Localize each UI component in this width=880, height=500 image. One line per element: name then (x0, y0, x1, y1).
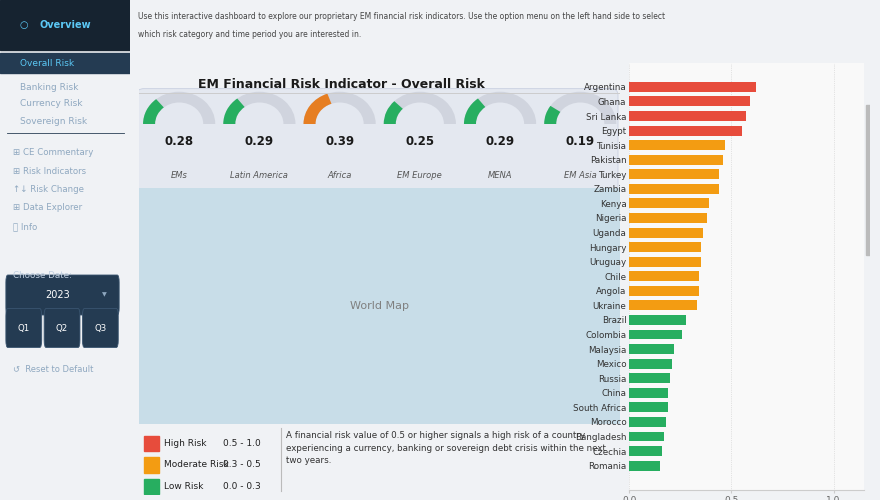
Text: ▼: ▼ (102, 292, 106, 298)
Text: Banking Risk: Banking Risk (19, 82, 78, 92)
Bar (629, 358, 672, 368)
Bar (629, 96, 750, 106)
Bar (629, 446, 662, 456)
Text: 0.29: 0.29 (245, 134, 274, 147)
FancyBboxPatch shape (83, 308, 118, 348)
Text: Low Risk: Low Risk (164, 482, 203, 491)
Text: 0.29: 0.29 (486, 134, 515, 147)
Bar (629, 155, 723, 164)
Bar (629, 300, 697, 310)
Text: EM Europe: EM Europe (398, 171, 443, 180)
Text: 0.28: 0.28 (165, 134, 194, 147)
Text: ⊞ Risk Indicators: ⊞ Risk Indicators (13, 166, 86, 175)
Bar (143, 478, 159, 494)
Bar (629, 140, 725, 150)
FancyBboxPatch shape (6, 275, 119, 315)
Text: Africa: Africa (327, 171, 352, 180)
Bar (629, 111, 745, 121)
Bar (629, 315, 686, 325)
Text: High Risk: High Risk (164, 439, 207, 448)
Text: Choose Date:: Choose Date: (13, 270, 72, 280)
Wedge shape (224, 92, 296, 124)
FancyBboxPatch shape (6, 308, 41, 348)
Text: which risk category and time period you are interested in.: which risk category and time period you … (137, 30, 361, 39)
Bar (629, 432, 664, 442)
Text: Latin America: Latin America (231, 171, 289, 180)
Bar (629, 213, 707, 223)
Bar (629, 242, 700, 252)
Wedge shape (143, 92, 216, 124)
Text: Q3: Q3 (94, 324, 106, 332)
Bar (629, 184, 719, 194)
Bar (629, 82, 756, 92)
Text: Overall Risk: Overall Risk (19, 58, 74, 68)
Bar (629, 126, 742, 136)
Wedge shape (544, 106, 561, 124)
Text: Moderate Risk: Moderate Risk (164, 460, 229, 469)
Bar (866, 106, 869, 255)
Text: 0.39: 0.39 (325, 134, 354, 147)
Text: 0.3 - 0.5: 0.3 - 0.5 (224, 460, 261, 469)
Text: MENA: MENA (488, 171, 512, 180)
Text: Currency Risk: Currency Risk (19, 100, 82, 108)
Bar (629, 460, 660, 470)
Text: ↺  Reset to Default: ↺ Reset to Default (13, 366, 93, 374)
FancyBboxPatch shape (136, 88, 618, 192)
Wedge shape (384, 92, 456, 124)
Wedge shape (304, 94, 332, 124)
Text: A financial risk value of 0.5 or higher signals a high risk of a country
experie: A financial risk value of 0.5 or higher … (286, 432, 605, 466)
FancyBboxPatch shape (44, 308, 80, 348)
Text: Overview: Overview (39, 20, 91, 30)
Bar (0, 54, 130, 72)
Text: ↑↓ Risk Change: ↑↓ Risk Change (13, 185, 84, 194)
Bar (629, 170, 719, 179)
Wedge shape (464, 92, 536, 124)
Text: Q2: Q2 (55, 324, 68, 332)
Text: EM Asia: EM Asia (564, 171, 597, 180)
Bar (629, 256, 700, 266)
Wedge shape (464, 98, 485, 124)
Bar (143, 457, 159, 472)
Text: ⊞ CE Commentary: ⊞ CE Commentary (13, 148, 93, 157)
Text: 2023: 2023 (45, 290, 70, 300)
Bar (629, 417, 666, 427)
Bar (629, 388, 668, 398)
Bar (0, 0, 130, 50)
Text: ⊞ Data Explorer: ⊞ Data Explorer (13, 204, 82, 212)
Text: Use this interactive dashboard to explore our proprietary EM financial risk indi: Use this interactive dashboard to explor… (137, 12, 664, 21)
Text: 0.5 - 1.0: 0.5 - 1.0 (224, 439, 261, 448)
Bar (629, 198, 709, 208)
Text: ○: ○ (19, 20, 28, 30)
Bar (629, 286, 699, 296)
Bar (629, 330, 682, 340)
Bar (629, 344, 674, 354)
Text: Sovereign Risk: Sovereign Risk (19, 116, 86, 126)
Bar (629, 402, 668, 412)
Wedge shape (143, 99, 164, 124)
Wedge shape (384, 101, 403, 124)
Bar (629, 228, 703, 237)
Bar (143, 436, 159, 451)
Text: EMs: EMs (171, 171, 187, 180)
Text: Q1: Q1 (18, 324, 30, 332)
Wedge shape (544, 92, 616, 124)
Text: 0.25: 0.25 (406, 134, 435, 147)
Wedge shape (304, 92, 376, 124)
Text: ⓘ Info: ⓘ Info (13, 222, 37, 231)
Bar (629, 272, 699, 281)
Text: 0.0 - 0.3: 0.0 - 0.3 (224, 482, 261, 491)
Text: 0.19: 0.19 (566, 134, 595, 147)
Text: EM Financial Risk Indicator - Overall Risk: EM Financial Risk Indicator - Overall Ri… (198, 78, 485, 91)
Wedge shape (224, 98, 245, 124)
Bar (629, 374, 670, 383)
